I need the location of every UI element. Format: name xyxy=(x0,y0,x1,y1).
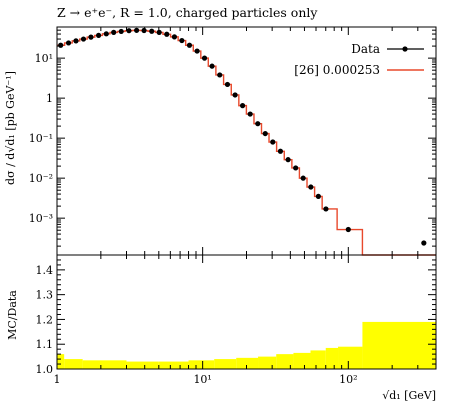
main-y-tick-label: 10⁻³ xyxy=(29,212,53,225)
x-tick-label: 10² xyxy=(339,373,357,386)
data-point-16 xyxy=(179,37,185,44)
main-y-tick-label: 10⁻² xyxy=(29,172,53,185)
data-point-18 xyxy=(194,48,200,54)
ratio-band-bin-1 xyxy=(64,359,83,369)
ratio-y-tick-label: 1.1 xyxy=(36,338,54,351)
data-point-14 xyxy=(164,31,170,37)
main-y-axis-label: dσ / d√d₁ [pb GeV⁻¹] xyxy=(4,71,17,185)
ratio-y-tick-label: 1.2 xyxy=(36,313,54,326)
data-point-15 xyxy=(171,34,178,40)
data-point-32 xyxy=(300,175,306,181)
data-point-23 xyxy=(232,92,238,98)
x-tick-label: 1 xyxy=(54,373,61,386)
data-point-26 xyxy=(255,121,261,127)
ratio-panel: 1 10¹ 10² 1.0 1.1 1.2 1.3 1.4 xyxy=(36,254,437,386)
data-point-31 xyxy=(293,165,299,171)
data-point-29 xyxy=(277,148,284,154)
ratio-y-tick-label: 1.0 xyxy=(36,363,54,376)
ratio-band-bin-8 xyxy=(258,356,277,369)
data-point-21 xyxy=(217,72,223,78)
main-frame xyxy=(56,26,437,256)
main-y-tick-label: 1 xyxy=(46,92,53,105)
ratio-band-bin-7 xyxy=(236,357,259,369)
main-y-tick-label: 10¹ xyxy=(35,52,53,65)
data-point-9 xyxy=(126,28,132,34)
ratio-band-bin-5 xyxy=(188,360,215,369)
legend: Data [26] 0.000253 xyxy=(294,42,424,77)
ratio-band-bin-9 xyxy=(276,354,294,369)
data-point-0 xyxy=(58,42,64,48)
ratio-band-bin-13 xyxy=(338,346,363,369)
data-point-36 xyxy=(345,226,351,233)
ratio-y-tick-label: 1.4 xyxy=(36,264,54,277)
ratio-band-bin-10 xyxy=(293,352,311,369)
data-point-13 xyxy=(156,29,162,35)
ratio-y-axis-label: MC/Data xyxy=(6,290,19,340)
data-point-7 xyxy=(111,29,117,35)
data-point-4 xyxy=(88,34,94,40)
x-tick-label: 10¹ xyxy=(193,373,211,386)
data-point-11 xyxy=(141,27,147,34)
main-y-tick-label: 10⁻¹ xyxy=(29,132,53,145)
ratio-band-bin-11 xyxy=(310,350,326,369)
data-point-27 xyxy=(262,130,268,137)
ratio-band-bin-3 xyxy=(126,361,159,369)
data-point-6 xyxy=(103,31,109,37)
legend-label-mc: [26] 0.000253 xyxy=(294,63,380,77)
data-point-12 xyxy=(149,28,155,34)
data-point-33 xyxy=(308,184,314,190)
main-panel: 10¹ 1 10⁻¹ 10⁻² 10⁻³ xyxy=(29,26,437,256)
ratio-band-bin-0 xyxy=(57,354,65,369)
ratio-y-tick-label: 1.3 xyxy=(36,289,54,302)
data-point-28 xyxy=(270,139,276,145)
data-point-30 xyxy=(285,157,291,163)
data-point-8 xyxy=(118,28,124,35)
data-point-25 xyxy=(247,111,253,117)
data-point-22 xyxy=(224,81,231,88)
data-point-24 xyxy=(239,103,246,109)
data-point-1 xyxy=(65,40,72,46)
data-point-5 xyxy=(95,32,102,38)
data-point-34 xyxy=(315,193,321,199)
legend-swatch-data-marker xyxy=(402,46,408,52)
ratio-band-bin-12 xyxy=(325,347,339,369)
data-point-19 xyxy=(201,55,208,61)
data-point-10 xyxy=(134,27,140,33)
data-point-2 xyxy=(73,38,79,44)
ratio-band-bin-2 xyxy=(82,360,127,369)
legend-label-data: Data xyxy=(351,42,380,56)
ratio-band-bin-4 xyxy=(158,361,189,369)
data-point-17 xyxy=(186,42,193,48)
data-point-20 xyxy=(209,63,215,69)
x-axis-label: √d₁ [GeV] xyxy=(382,389,436,402)
ratio-band-bin-14 xyxy=(362,321,436,369)
data-point-3 xyxy=(80,36,87,42)
ratio-band-bin-6 xyxy=(214,359,237,369)
data-point-37 xyxy=(421,240,427,246)
chart-title: Z → e⁺e⁻, R = 1.0, charged particles onl… xyxy=(57,5,318,20)
data-point-35 xyxy=(323,206,329,212)
